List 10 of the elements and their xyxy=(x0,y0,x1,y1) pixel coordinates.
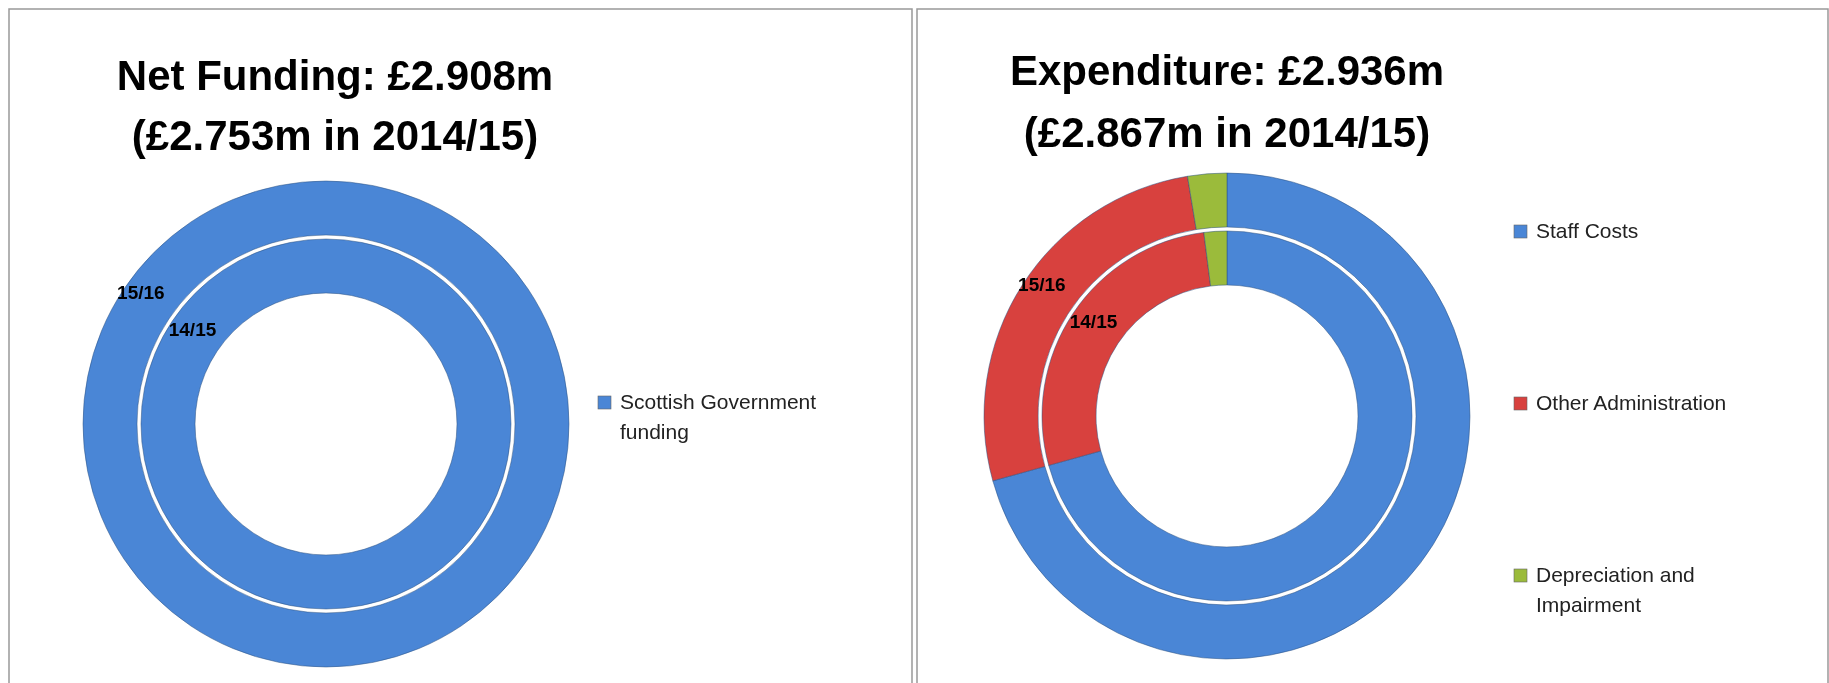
legend-label: Staff Costs xyxy=(1536,219,1639,242)
legend-label: Other Administration xyxy=(1536,391,1727,414)
slice-label: 14/15 xyxy=(1069,310,1118,332)
slice-label: 14/15 xyxy=(168,318,217,340)
slice-label: 15/16 xyxy=(117,282,165,304)
legend-label: Depreciation and Impairment xyxy=(1536,563,1695,616)
chart-title: Expenditure: £2.936m (£2.867m in 2014/15) xyxy=(1009,47,1445,156)
legend-label: Scottish Government funding xyxy=(620,390,817,443)
chart-title: Net Funding: £2.908m (£2.753m in 2014/15) xyxy=(116,52,554,159)
slice-label: 15/16 xyxy=(1018,274,1066,296)
